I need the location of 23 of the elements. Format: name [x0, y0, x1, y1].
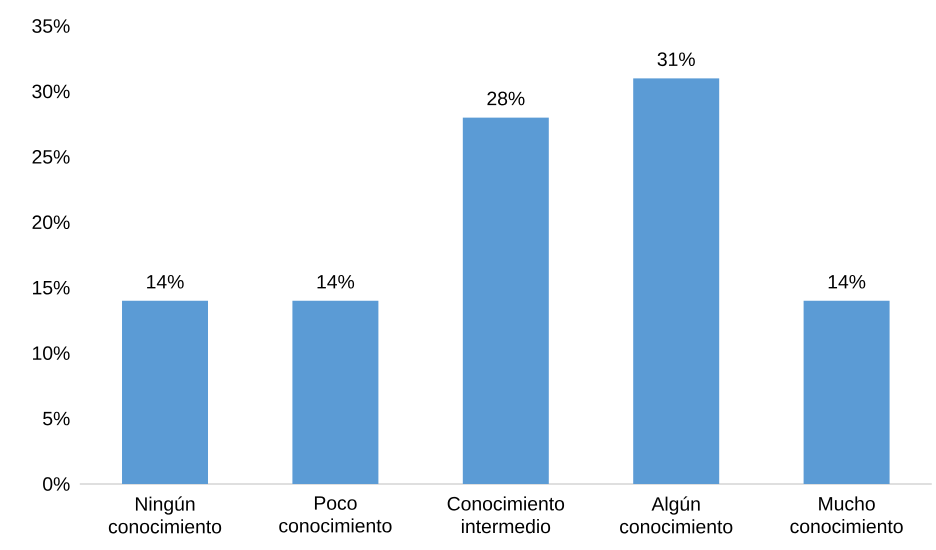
x-tick-label: Conocimiento intermedio — [448, 496, 564, 534]
data-label: 31% — [658, 52, 695, 66]
x-tick-label: Mucho conocimiento — [790, 496, 903, 534]
data-label: 14% — [828, 274, 866, 289]
y-tick-label: 15% — [33, 280, 70, 295]
y-tick-label: 35% — [32, 19, 70, 33]
y-tick-label: 10% — [33, 346, 70, 360]
bar — [462, 118, 549, 484]
y-tick-label: 30% — [32, 84, 70, 98]
data-label: 14% — [318, 274, 354, 289]
bar — [804, 300, 890, 484]
bar — [633, 78, 720, 484]
y-tick-label: 0% — [43, 477, 70, 491]
y-tick-label: 25% — [32, 150, 70, 164]
x-tick-label: Ningún conocimiento — [108, 496, 222, 534]
bar — [122, 300, 208, 484]
bar — [292, 300, 378, 484]
y-tick-label: 20% — [32, 215, 70, 230]
data-label: 14% — [147, 274, 184, 289]
data-label: 28% — [487, 92, 524, 106]
x-tick-label: Algún conocimiento — [620, 496, 732, 534]
y-tick-label: 5% — [43, 412, 70, 426]
x-tick-label: Poco conocimiento — [279, 496, 392, 533]
